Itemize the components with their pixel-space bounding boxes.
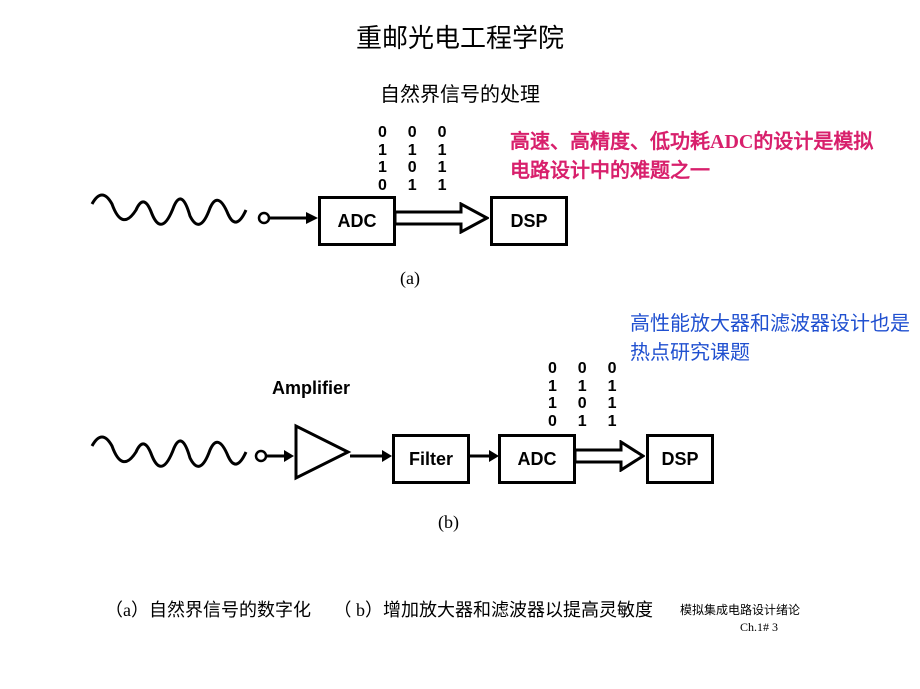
footer: 模拟集成电路设计绪论 Ch.1# 3 xyxy=(680,602,860,636)
adc-box-b: ADC xyxy=(498,434,576,484)
arrow-wave-amp-b xyxy=(254,446,294,466)
diagram-b: Amplifier Filter ADC DSP 0 0 0 1 1 1 1 0… xyxy=(90,350,710,550)
caption-a: （a）自然界信号的数字化 xyxy=(105,600,311,620)
footer-line2: Ch.1# 3 xyxy=(680,620,778,634)
arrow-wave-adc-a xyxy=(256,206,318,230)
bits-b: 0 0 0 1 1 1 1 0 1 0 1 1 xyxy=(548,360,620,430)
dsp-box-b: DSP xyxy=(646,434,714,484)
panel-label-a: (a) xyxy=(400,268,420,289)
hollow-arrow-b xyxy=(573,440,645,472)
adc-label-b: ADC xyxy=(518,449,557,470)
filter-label-b: Filter xyxy=(409,449,453,470)
adc-label-a: ADC xyxy=(338,211,377,232)
arrow-filter-adc-b xyxy=(467,446,499,466)
filter-box-b: Filter xyxy=(392,434,470,484)
amplifier-label: Amplifier xyxy=(272,378,350,399)
dsp-label-a: DSP xyxy=(510,211,547,232)
panel-label-b: (b) xyxy=(438,512,459,533)
arrow-amp-filter-b xyxy=(348,446,392,466)
page-subtitle: 自然界信号的处理 xyxy=(0,78,920,107)
amplifier-icon xyxy=(292,422,352,482)
dsp-box-a: DSP xyxy=(490,196,568,246)
bits-a: 0 0 0 1 1 1 1 0 1 0 1 1 xyxy=(378,124,450,194)
adc-box-a: ADC xyxy=(318,196,396,246)
diagram-a: ADC DSP 0 0 0 1 1 1 1 0 1 0 1 1 (a) xyxy=(90,118,600,298)
page-title: 重邮光电工程学院 xyxy=(0,18,920,55)
dsp-label-b: DSP xyxy=(661,449,698,470)
wave-a-icon xyxy=(90,184,260,240)
caption-b: （ b）增加放大器和滤波器以提高灵敏度 xyxy=(334,600,654,620)
footer-line1: 模拟集成电路设计绪论 xyxy=(680,603,800,617)
wave-b-icon xyxy=(90,426,260,482)
hollow-arrow-a xyxy=(393,202,489,234)
